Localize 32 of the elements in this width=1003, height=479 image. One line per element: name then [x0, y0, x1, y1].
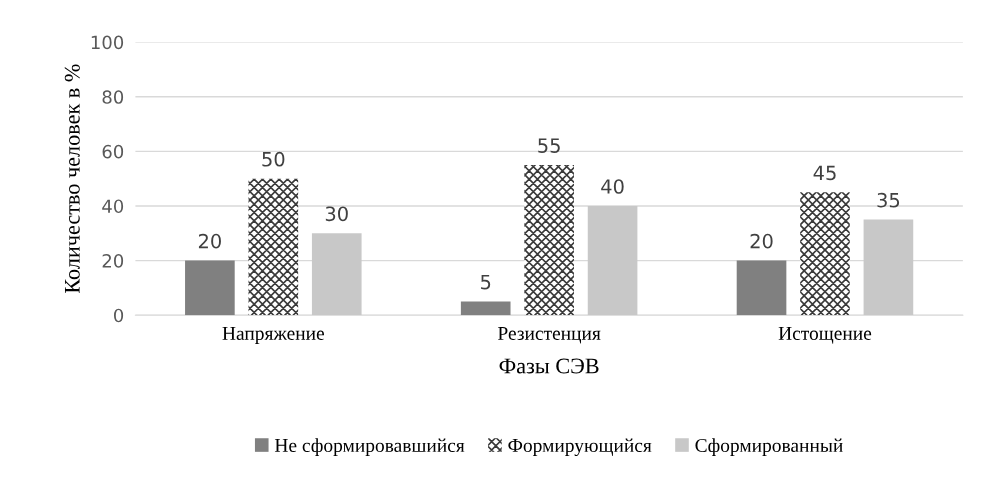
legend-label: Не сформировавшийся: [274, 438, 465, 456]
bar: [736, 260, 787, 316]
y-tick-label: 0: [114, 308, 124, 323]
y-tick-label: 60: [102, 144, 124, 159]
y-axis-title: Количество человек в %: [64, 64, 80, 294]
data-label: 35: [877, 192, 900, 208]
data-label: 40: [601, 179, 624, 194]
bar: [524, 165, 574, 316]
bar: [460, 301, 511, 316]
x-axis-title: Фазы СЭВ: [499, 358, 599, 374]
x-tick-label: Резистенция: [497, 327, 601, 344]
y-tick-label: 40: [102, 199, 124, 214]
legend-label: Сформированный: [695, 438, 843, 456]
data-label: 50: [262, 151, 285, 167]
bar: [185, 260, 235, 316]
y-tick-label: 80: [102, 90, 124, 104]
bar: [248, 178, 299, 316]
data-label: 30: [325, 206, 348, 222]
bar: [800, 192, 850, 316]
data-label: 55: [538, 138, 560, 153]
data-label: 20: [198, 233, 221, 249]
y-tick-label: 20: [102, 254, 124, 268]
y-tick-label: 100: [91, 35, 124, 50]
bar: [863, 219, 914, 316]
bar: [587, 205, 638, 316]
data-label: 5: [481, 274, 491, 290]
x-tick-label: Истощение: [778, 327, 872, 344]
data-label: 20: [750, 233, 773, 249]
data-label: 45: [813, 165, 836, 181]
x-tick-label: Напряжение: [222, 327, 324, 344]
bar: [311, 233, 362, 316]
legend-label: Формирующийся: [508, 438, 652, 457]
